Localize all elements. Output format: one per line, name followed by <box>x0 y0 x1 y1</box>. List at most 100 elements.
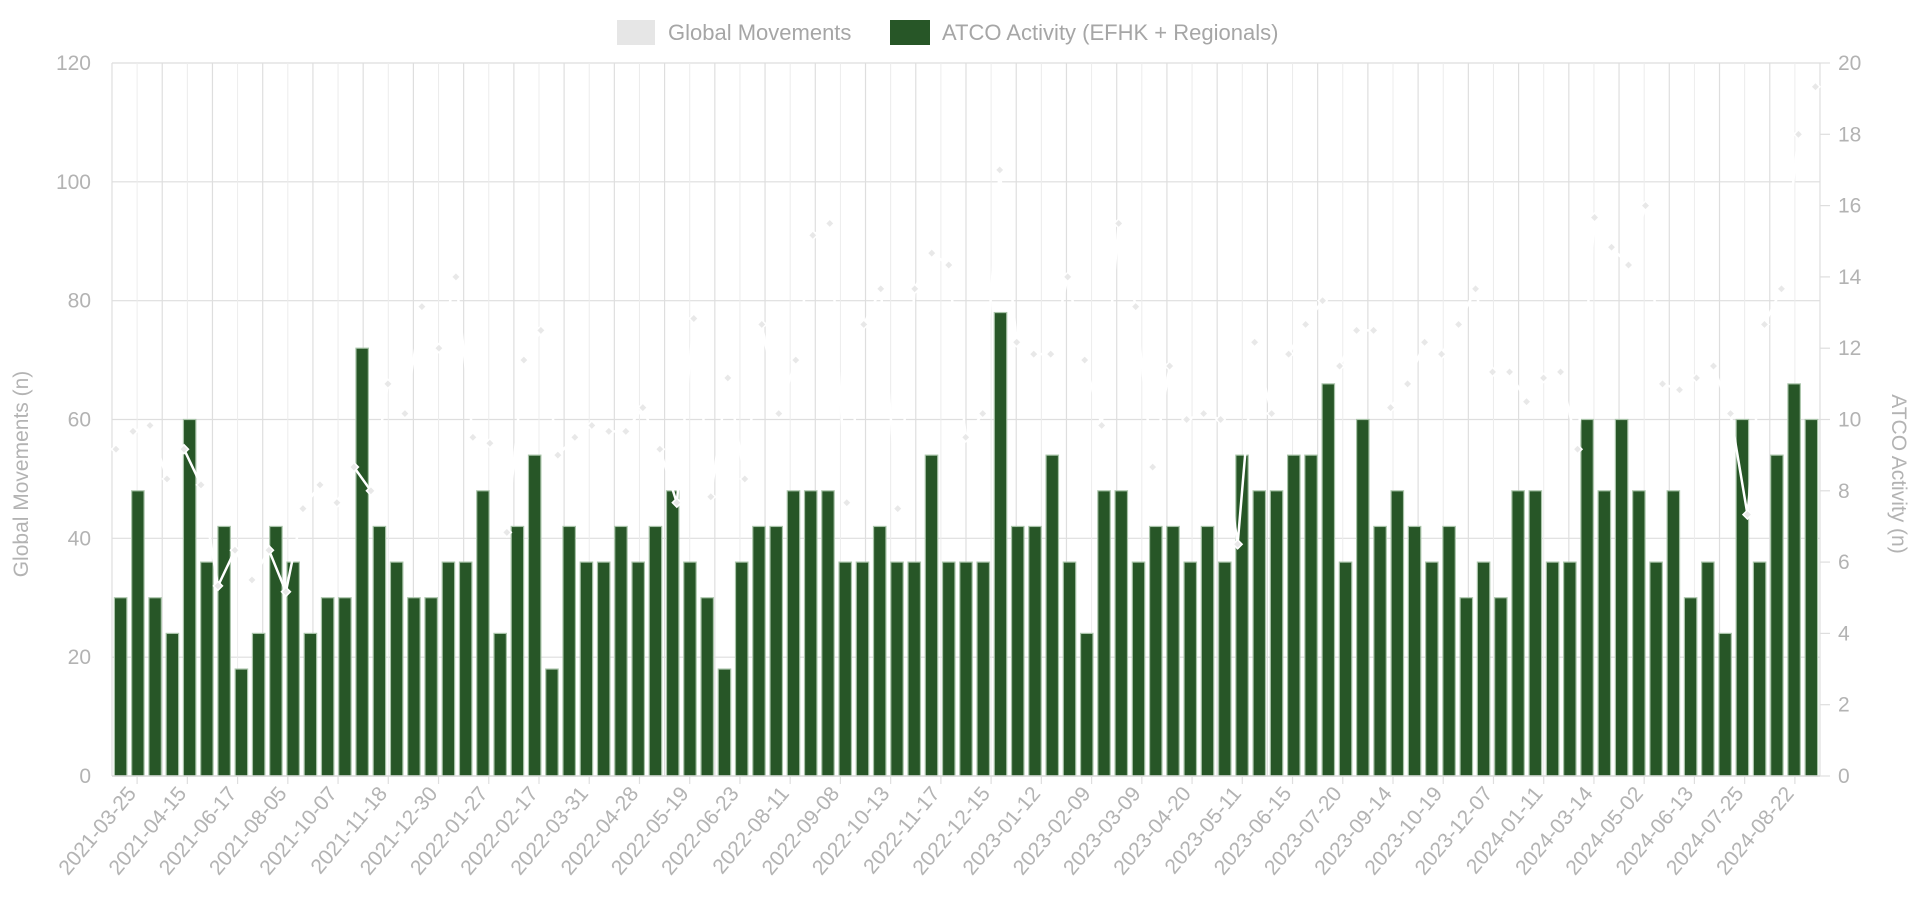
atco-bar <box>734 561 749 777</box>
global-movements-point <box>603 425 615 437</box>
y-right-tick-label: 16 <box>1838 195 1861 218</box>
y-right-tick-label: 6 <box>1838 551 1850 574</box>
atco-bar <box>234 668 249 777</box>
atco-bar <box>1476 561 1491 777</box>
atco-bar <box>579 561 594 777</box>
global-movements-point <box>586 419 598 432</box>
atco-bar <box>1183 561 1198 777</box>
atco-bar <box>1166 525 1180 777</box>
global-movements-point <box>892 503 904 515</box>
global-movements-point <box>263 544 275 556</box>
global-movements-point <box>297 503 309 515</box>
legend-swatch-atco-activity[interactable] <box>890 20 930 45</box>
global-movements-point <box>1792 128 1805 140</box>
global-movements-point <box>688 312 700 325</box>
global-movements-point <box>960 431 972 443</box>
atco-bar <box>631 561 646 777</box>
global-movements-point <box>1809 81 1822 93</box>
global-movements-point <box>569 431 581 443</box>
atco-bar <box>890 561 904 777</box>
global-movements-point <box>399 407 411 420</box>
atco-bar <box>700 597 715 777</box>
atco-bar <box>648 525 663 777</box>
global-movements-point <box>552 449 564 461</box>
global-movements-point <box>858 318 870 330</box>
atco-bar <box>855 561 870 777</box>
atco-bar <box>1425 561 1439 777</box>
global-movements-point <box>1181 413 1193 426</box>
global-movements-point <box>1232 538 1244 550</box>
atco-bar <box>441 561 456 777</box>
atco-bar <box>1597 490 1612 777</box>
atco-bar <box>338 597 352 777</box>
y-right-tick-label: 20 <box>1838 52 1861 75</box>
atco-bar <box>803 490 818 777</box>
global-movements-point <box>1690 372 1703 384</box>
atco-bar <box>1062 561 1077 777</box>
atco-bar <box>1632 490 1646 777</box>
atco-bar <box>665 490 680 777</box>
global-movements-point <box>1554 366 1567 378</box>
atco-bar <box>1390 490 1405 777</box>
y-axis-right-title: ATCO Activity (n) <box>1887 394 1910 553</box>
global-movements-point <box>1402 378 1414 390</box>
global-movements-point <box>535 324 547 336</box>
global-movements-point <box>824 217 836 229</box>
atco-bar <box>407 597 421 777</box>
global-movements-point <box>1368 324 1380 336</box>
global-movements-point <box>1436 348 1448 360</box>
global-movements-point <box>1486 366 1499 378</box>
y-right-tick-label: 14 <box>1838 266 1862 289</box>
global-movements-point <box>1130 301 1142 313</box>
atco-bar <box>872 525 887 777</box>
global-movements-point <box>1385 402 1397 414</box>
legend-label-global-movements[interactable]: Global Movements <box>668 20 851 45</box>
atco-bar <box>993 311 1008 777</box>
global-movements-point <box>1334 360 1346 372</box>
y-left-tick-label: 0 <box>79 765 91 788</box>
atco-bar <box>941 561 956 777</box>
global-movements-point <box>280 586 292 598</box>
legend[interactable]: Global Movements ATCO Activity (EFHK + R… <box>617 20 1278 45</box>
atco-bar <box>1252 490 1267 777</box>
y-left-tick-label: 20 <box>68 646 91 669</box>
y-right-tick-label: 4 <box>1838 622 1850 645</box>
global-movements-point <box>1758 318 1771 330</box>
atco-bar <box>1701 561 1715 777</box>
atco-bar <box>372 525 387 777</box>
global-movements-point <box>1656 378 1669 390</box>
atco-bar <box>924 454 939 777</box>
atco-bar <box>1114 490 1129 777</box>
global-movements-point <box>1079 354 1091 366</box>
y-right-tick-label: 18 <box>1838 123 1861 146</box>
atco-bar <box>1735 418 1750 777</box>
global-movements-point <box>1028 348 1040 360</box>
global-movements-point <box>909 283 921 295</box>
global-movements-point <box>977 407 989 420</box>
global-movements-point <box>450 271 462 283</box>
global-movements-point <box>1266 407 1278 420</box>
global-movements-point <box>1011 336 1023 348</box>
legend-label-atco-activity[interactable]: ATCO Activity (EFHK + Regionals) <box>942 20 1278 45</box>
global-movements-point <box>994 164 1006 176</box>
atco-bar <box>717 668 732 777</box>
atco-bar <box>1494 597 1508 777</box>
atco-bar <box>1010 525 1025 777</box>
legend-swatch-global-movements[interactable] <box>617 20 655 45</box>
atco-bar <box>976 561 991 777</box>
atco-bar <box>424 597 438 777</box>
atco-bar <box>389 561 404 777</box>
y-right-tick-label: 0 <box>1838 765 1850 788</box>
global-movements-point <box>1571 443 1584 455</box>
atco-bar <box>1511 490 1525 777</box>
global-movements-point <box>1707 360 1720 372</box>
atco-bar <box>752 525 766 777</box>
atco-bar <box>527 454 542 777</box>
atco-bar <box>1407 525 1422 777</box>
y-left-tick-label: 60 <box>68 409 91 432</box>
atco-bar <box>1304 454 1318 777</box>
global-movements-point <box>1198 407 1210 420</box>
global-movements-point <box>654 443 666 455</box>
global-movements-point <box>178 443 190 455</box>
